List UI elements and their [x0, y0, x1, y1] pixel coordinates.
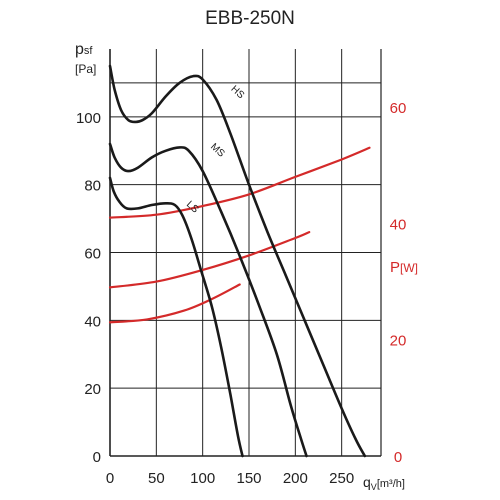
y2-tick-label: 60: [390, 100, 407, 117]
y-tick-label: 20: [84, 381, 101, 398]
y2-tick-label: 0: [394, 449, 402, 466]
x-axis-unit: [m³/h]: [377, 478, 405, 490]
curve-label-hs: HS: [228, 84, 246, 102]
y-tick-label: 0: [93, 449, 101, 466]
y2-axis-label: P[W]: [390, 259, 418, 276]
power-curve-ls: [108, 283, 241, 324]
y-tick-label: 40: [84, 313, 101, 330]
power-curve-ms: [108, 231, 311, 289]
chart-title: EBB-250N: [205, 8, 295, 29]
pressure-curves: [108, 64, 367, 458]
x-tick-label: 200: [283, 470, 308, 487]
y2-tick-label: 20: [390, 333, 407, 350]
x-tick-label: 50: [148, 470, 165, 487]
x-tick-label: 250: [329, 470, 354, 487]
y-axis-label-sub: sf: [84, 45, 94, 57]
y2-axis-unit: [W]: [400, 261, 418, 275]
pressure-curve-ls: [108, 176, 244, 458]
power-curves: [108, 146, 371, 324]
y-axis-unit: [Pa]: [75, 62, 96, 76]
pressure-curve-ms: [108, 142, 308, 458]
y-tick-label: 60: [84, 246, 101, 263]
grid: [109, 49, 382, 457]
pressure-curve-hs: [108, 64, 367, 458]
tick-labels: 0 50 100 150 200 250 0 20 40 60 80 100 0 20 40 60: [76, 100, 406, 487]
curve-label-ms: MS: [208, 141, 227, 159]
y-tick-label: 100: [76, 110, 101, 127]
power-curve-hs: [108, 146, 371, 219]
x-tick-label: 150: [236, 470, 261, 487]
curve-label-ls: LS: [184, 199, 201, 216]
x-tick-label: 0: [106, 470, 114, 487]
y2-tick-label: 40: [390, 216, 407, 233]
x-axis-label: qV[m³/h]: [363, 474, 405, 492]
x-tick-label: 100: [190, 470, 215, 487]
y-axis-label: psf: [75, 41, 93, 58]
x-axis-label-sub: V: [371, 482, 377, 492]
y-tick-label: 80: [84, 178, 101, 195]
